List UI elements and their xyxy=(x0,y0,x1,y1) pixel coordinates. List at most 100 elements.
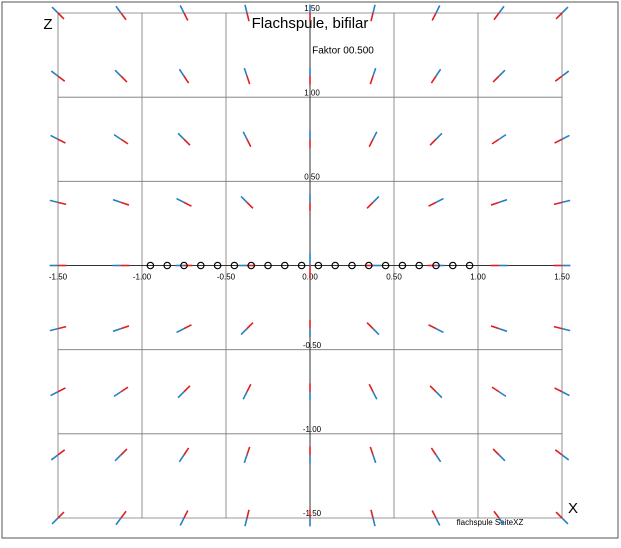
coil-wire xyxy=(297,261,306,270)
arrow-tail xyxy=(554,75,563,82)
arrow-head xyxy=(50,70,59,77)
field-arrow xyxy=(428,324,444,334)
arrow-head xyxy=(50,134,59,140)
arrow-head xyxy=(498,454,506,462)
arrow-head xyxy=(243,454,248,464)
arrow-head xyxy=(435,68,442,77)
arrow-head xyxy=(498,517,505,526)
field-arrow xyxy=(243,446,251,464)
field-arrow xyxy=(491,386,507,398)
arrow-tail xyxy=(246,446,251,456)
arrow-head xyxy=(435,391,443,399)
x-tick-label: -0.50 xyxy=(217,273,236,282)
y-tick-label: 0.50 xyxy=(304,172,320,181)
arrow-head xyxy=(49,327,59,332)
arrow-tail xyxy=(120,448,128,456)
subtitle: Faktor 00.500 xyxy=(312,46,374,57)
field-arrow xyxy=(50,449,66,461)
field-arrow xyxy=(555,511,569,525)
arrow-tail xyxy=(370,509,374,519)
coil-wire xyxy=(381,261,390,270)
coil-wire xyxy=(331,261,340,270)
arrow-tail xyxy=(492,448,500,456)
field-arrow xyxy=(240,322,254,336)
arrow-tail xyxy=(491,386,500,393)
coil-wire xyxy=(364,261,373,270)
field-arrow xyxy=(490,325,508,333)
arrow-tail xyxy=(428,201,437,207)
arrow-head xyxy=(435,197,444,204)
field-arrow xyxy=(492,448,506,462)
field-arrow xyxy=(370,509,376,527)
field-arrow xyxy=(430,68,442,84)
field-arrow xyxy=(112,325,130,333)
arrow-head xyxy=(435,5,441,14)
field-arrow xyxy=(113,386,129,398)
x-tick-label: 1.00 xyxy=(470,273,486,282)
arrow-head xyxy=(498,327,508,333)
field-arrow xyxy=(240,195,254,209)
coil-wire xyxy=(146,261,155,270)
field-arrow xyxy=(554,387,570,397)
field-arrow xyxy=(428,197,444,207)
arrow-tail xyxy=(57,511,65,519)
arrow-tail xyxy=(431,510,437,519)
coil-wire xyxy=(213,261,222,270)
field-arrow xyxy=(49,199,67,206)
arrow-head xyxy=(244,517,248,527)
field-arrow xyxy=(114,448,128,462)
arrow-head xyxy=(114,69,122,77)
arrow-tail xyxy=(493,12,500,21)
arrow-tail xyxy=(120,138,129,145)
arrow-head xyxy=(435,132,443,140)
arrow-tail xyxy=(183,385,191,393)
arrow-head xyxy=(435,517,441,526)
field-arrow xyxy=(179,5,189,21)
x-tick-label: 0.50 xyxy=(386,273,402,282)
field-arrow xyxy=(178,68,190,84)
arrow-head xyxy=(561,391,570,397)
arrow-tail xyxy=(369,75,374,85)
arrow-head xyxy=(435,454,442,463)
arrow-head xyxy=(113,133,122,140)
field-arrow xyxy=(242,131,252,148)
arrow-head xyxy=(372,4,376,14)
arrow-head xyxy=(435,327,444,334)
arrow-head xyxy=(179,5,185,14)
arrow-tail xyxy=(428,324,437,330)
arrow-tail xyxy=(553,325,563,330)
arrow-head xyxy=(561,517,569,525)
field-arrow xyxy=(112,198,130,206)
arrow-head xyxy=(372,131,378,140)
arrow-tail xyxy=(120,510,127,519)
coil-wire xyxy=(314,261,323,270)
arrow-head xyxy=(561,327,571,332)
field-arrow xyxy=(370,4,376,22)
arrow-tail xyxy=(120,75,128,83)
arrow-head xyxy=(51,6,59,14)
arrow-head xyxy=(49,199,59,204)
arrow-tail xyxy=(246,322,254,330)
coil-wire xyxy=(247,261,256,270)
field-arrow xyxy=(368,383,378,400)
arrow-head xyxy=(498,391,507,398)
arrow-tail xyxy=(366,322,374,330)
field-arrow xyxy=(429,132,443,146)
coil-wire xyxy=(348,261,356,270)
arrow-head xyxy=(372,517,376,527)
coil-wire xyxy=(432,261,440,270)
arrow-head xyxy=(242,131,248,140)
arrow-tail xyxy=(57,12,65,20)
arrow-head xyxy=(561,70,570,77)
arrow-head xyxy=(244,4,248,14)
arrow-head xyxy=(561,199,571,204)
field-arrow xyxy=(243,67,251,85)
arrow-head xyxy=(112,198,122,204)
field-arrow xyxy=(51,6,65,20)
x-axis-label: X xyxy=(568,500,578,517)
field-arrow xyxy=(177,385,191,399)
arrow-tail xyxy=(430,75,437,84)
arrow-tail xyxy=(120,325,130,330)
field-arrow xyxy=(490,198,508,206)
field-arrow xyxy=(179,510,189,526)
